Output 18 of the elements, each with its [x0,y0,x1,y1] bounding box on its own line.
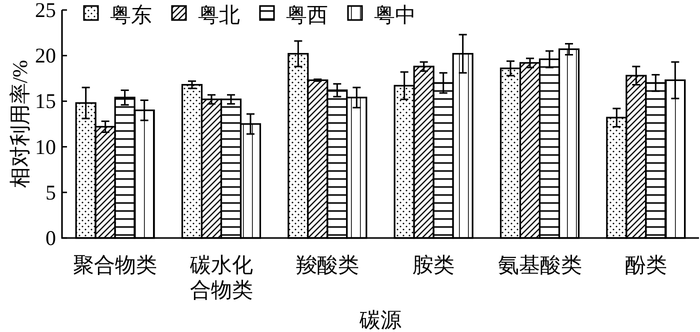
y-tick-label: 15 [35,89,56,114]
x-tick-label: 氨基酸类 [498,253,582,277]
legend-label: 粤中 [374,3,416,27]
y-tick-label: 5 [46,180,56,204]
legend-label: 粤东 [110,3,152,27]
x-tick-label: 羧酸类 [296,253,359,277]
y-axis-title: 相对利用率/% [8,60,32,188]
x-tick-label: 聚合物类 [73,253,158,277]
y-tick-label: 10 [35,134,56,159]
x-tick-label: 碳水化合物类 [188,253,253,302]
legend-label: 粤北 [198,3,240,27]
x-tick-label: 酚类 [624,253,667,277]
y-tick-label: 0 [46,226,56,250]
x-tick-label: 胺类 [412,253,455,277]
legend-label: 粤西 [286,3,328,27]
y-tick-label: 25 [35,0,56,22]
y-tick-label: 20 [35,44,56,68]
x-axis-title: 碳源 [358,308,402,332]
